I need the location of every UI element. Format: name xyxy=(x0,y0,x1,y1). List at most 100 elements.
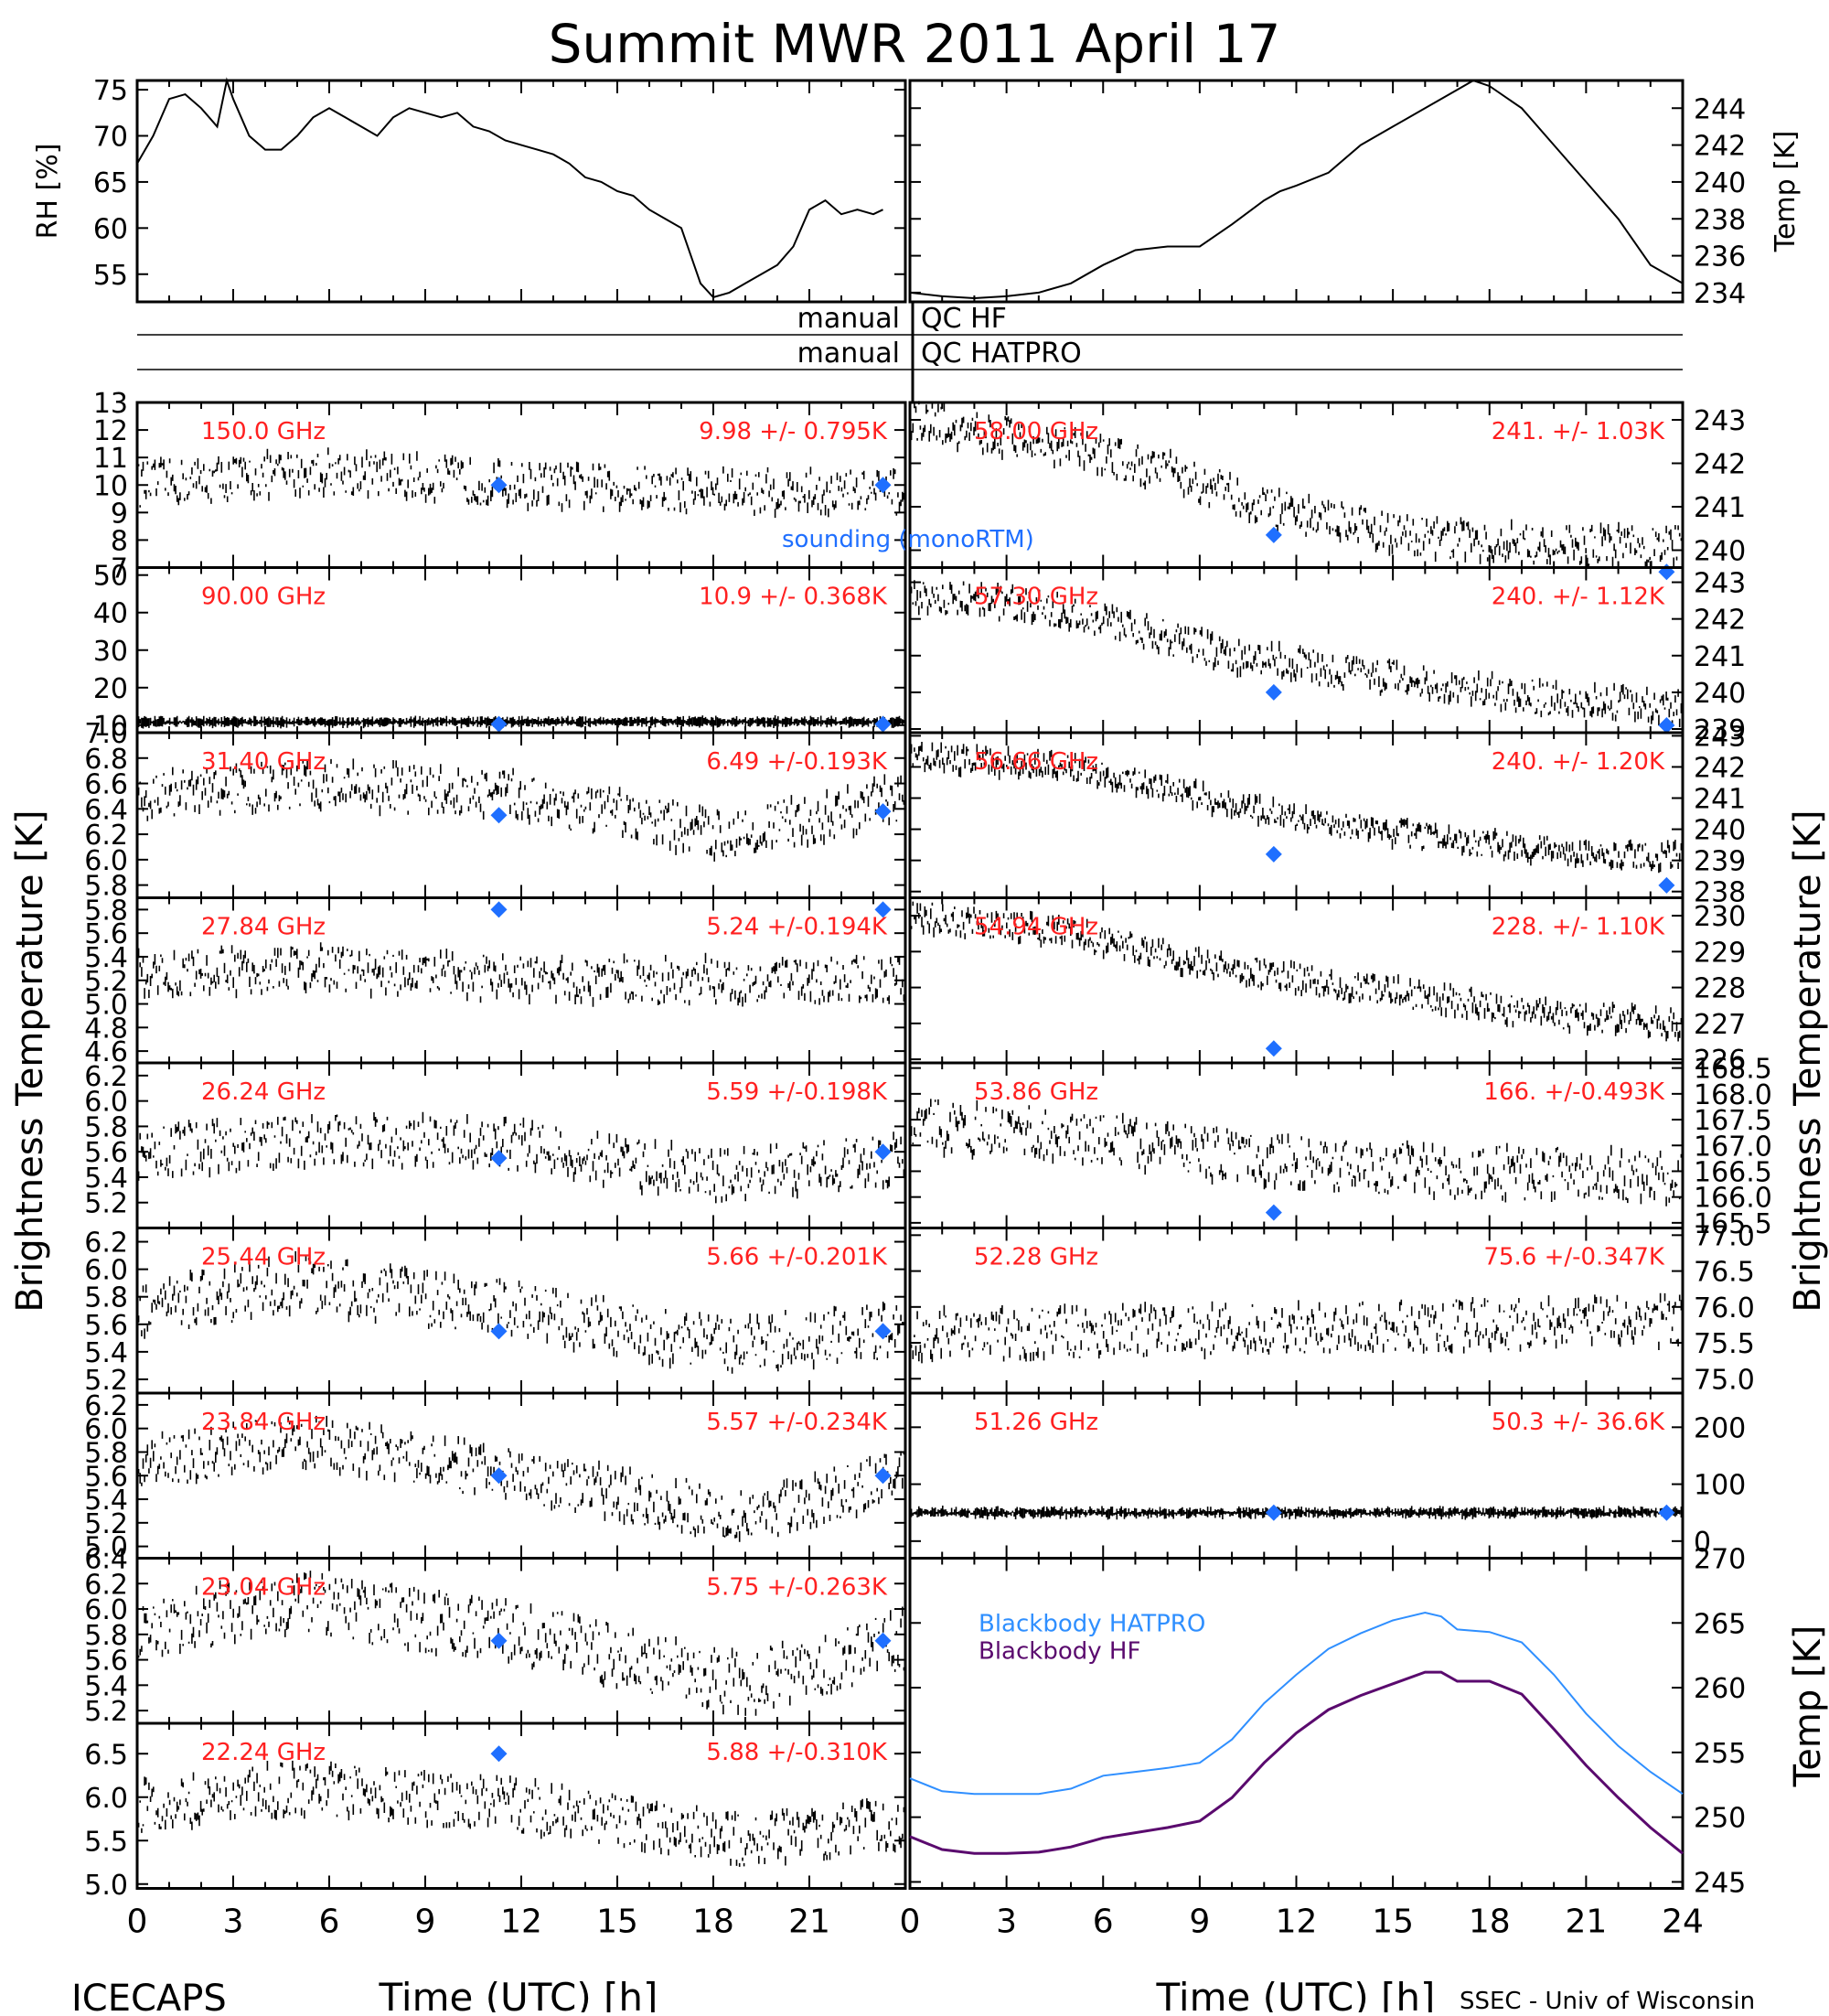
tb_2384-sounding-marker xyxy=(874,1467,892,1485)
tb_5800-sounding-marker xyxy=(1265,526,1282,543)
tb_2624-stat-label: 5.59 +/-0.198K xyxy=(706,1078,888,1106)
tb_2304-panel-ytick-label: 6.2 xyxy=(84,1569,128,1601)
tb_90-panel-ytick-label: 20 xyxy=(93,673,128,705)
tb_90-panel-ytick-label: 10 xyxy=(93,711,128,743)
tb_2224-frequency-label: 22.24 GHz xyxy=(201,1739,326,1766)
tb_5386-frequency-label: 53.86 GHz xyxy=(974,1078,1098,1106)
tb_3140-panel-ytick-label: 5.8 xyxy=(84,871,128,903)
tb_5482-panel-ytick-label: 226 xyxy=(1694,1045,1746,1077)
tb_2624-sounding-marker xyxy=(490,1150,508,1167)
tb_3140-panel-ytick-label: 6.2 xyxy=(84,820,128,852)
tb_5126-points xyxy=(909,1506,1684,1520)
tb_2624-panel-ytick-label: 5.4 xyxy=(84,1163,128,1195)
tb_2384-panel-ytick-label: 5.2 xyxy=(84,1508,128,1540)
x-tick-label-right: 12 xyxy=(1276,1903,1318,1941)
tb_5800-stat-label: 241. +/- 1.03K xyxy=(1492,418,1665,445)
tb_2384-panel-ytick-label: 5.4 xyxy=(84,1485,128,1517)
blackbody-panel-ytick-label: 255 xyxy=(1694,1738,1746,1770)
tb_2624-panel-ytick-label: 5.6 xyxy=(84,1137,128,1169)
tb_2624-panel-ytick-label: 6.2 xyxy=(84,1061,128,1093)
x-tick-label-left: 12 xyxy=(500,1903,542,1941)
chart-title: Summit MWR 2011 April 17 xyxy=(549,13,1281,75)
y-axis-label-left: Brightness Temperature [K] xyxy=(9,810,51,1312)
tb_5666-frequency-label: 56.66 GHz xyxy=(974,748,1098,776)
tb_150-panel-ytick-label: 9 xyxy=(111,498,128,530)
tb_5228-frequency-label: 52.28 GHz xyxy=(974,1244,1098,1271)
tb_2224-panel-ytick-label: 5.0 xyxy=(84,1870,128,1902)
rh-panel-ytick-label: 55 xyxy=(93,260,128,292)
temp-line xyxy=(909,79,1684,300)
tb_150-sounding-marker xyxy=(490,477,508,494)
x-tick-label-left: 18 xyxy=(692,1903,734,1941)
tb_5482-stat-label: 228. +/- 1.10K xyxy=(1492,914,1665,941)
tb_2624-trace xyxy=(136,1111,906,1204)
tb_5386-points xyxy=(909,1099,1684,1206)
temp-panel-ytick-label: 238 xyxy=(1694,204,1746,236)
tb_2784-panel-ytick-label: 5.4 xyxy=(84,942,128,974)
sounding-label: sounding (monoRTM) xyxy=(782,526,1034,553)
tb_3140-sounding-marker xyxy=(490,807,508,824)
tb_5730-trace xyxy=(909,580,1684,727)
tb_150-trace xyxy=(136,447,906,519)
tb_5386-sounding-marker xyxy=(1265,1204,1282,1221)
tb_90-frequency-label: 90.00 GHz xyxy=(201,584,326,611)
tb_5482-sounding-marker xyxy=(1265,1040,1282,1057)
tb_2624-sounding-marker xyxy=(874,1143,892,1161)
tb_2304-panel-ytick-label: 5.6 xyxy=(84,1646,128,1678)
tb_5126-panel-ytick-label: 0 xyxy=(1694,1527,1711,1559)
tb_150-points xyxy=(136,447,906,519)
tb_3140-panel-ytick-label: 7.0 xyxy=(84,718,128,750)
tb_150-panel-ytick-label: 11 xyxy=(93,443,128,475)
tb_2544-sounding-marker xyxy=(490,1323,508,1340)
tb_2384-trace xyxy=(136,1415,906,1542)
tb_2544-panel-ytick-label: 6.2 xyxy=(84,1228,128,1260)
blackbody-panel-ytick-label: 260 xyxy=(1694,1673,1746,1705)
tb_2784-points xyxy=(136,942,906,1007)
tb_5386-panel-ytick-label: 168.5 xyxy=(1694,1054,1772,1086)
tb_2624-frequency-label: 26.24 GHz xyxy=(201,1078,326,1106)
tb_2304-trace xyxy=(136,1571,906,1716)
tb_2304-panel-ytick-label: 5.2 xyxy=(84,1696,128,1728)
rh-panel-ytick-label: 60 xyxy=(93,213,128,245)
tb_150-frequency-label: 150.0 GHz xyxy=(201,418,326,445)
tb_2624-panel-ytick-label: 5.8 xyxy=(84,1111,128,1143)
tb_5386-trace xyxy=(909,1099,1684,1206)
x-tick-label-left: 15 xyxy=(596,1903,638,1941)
qc-row-label: QC HF xyxy=(921,303,1007,335)
tb_5482-points xyxy=(909,900,1684,1042)
tb_3140-panel-ytick-label: 6.6 xyxy=(84,769,128,801)
tb_3140-frequency-label: 31.40 GHz xyxy=(201,748,326,776)
x-tick-label-left: 6 xyxy=(319,1903,340,1941)
tb_5386-panel-ytick-label: 166.0 xyxy=(1694,1183,1772,1215)
tb_2304-panel-ytick-label: 5.8 xyxy=(84,1620,128,1652)
x-tick-label-right: 6 xyxy=(1093,1903,1114,1941)
tb_90-trace xyxy=(136,715,906,729)
tb_2304-panel-ytick-label: 5.4 xyxy=(84,1670,128,1702)
tb_2384-panel-ytick-label: 6.2 xyxy=(84,1390,128,1422)
tb_5800-panel-ytick-label: 241 xyxy=(1694,492,1746,524)
tb_5666-panel-ytick-label: 238 xyxy=(1694,877,1746,909)
tb_5482-trace xyxy=(909,900,1684,1042)
tb_5228-panel-ytick-label: 77.0 xyxy=(1694,1220,1755,1252)
tb_90-panel-ytick-label: 40 xyxy=(93,598,128,630)
x-tick-label-left: 21 xyxy=(788,1903,830,1941)
tb_90-panel-ytick-label: 50 xyxy=(93,561,128,593)
tb_2624-panel-ytick-label: 5.2 xyxy=(84,1188,128,1220)
temp-ylabel: Temp [K] xyxy=(1770,131,1802,253)
blackbody-panel-ytick-label: 250 xyxy=(1694,1803,1746,1835)
tb_2624-points xyxy=(136,1111,906,1204)
blackbody-legend-hatpro: Blackbody HATPRO xyxy=(979,1611,1205,1638)
tb_2784-panel-ytick-label: 5.8 xyxy=(84,895,128,927)
tb_5666-points xyxy=(909,742,1684,874)
tb_2544-sounding-marker xyxy=(874,1323,892,1340)
tb_5482-panel-ytick-label: 230 xyxy=(1694,901,1746,933)
x-tick-label-right: 18 xyxy=(1469,1903,1511,1941)
blackbody-panel-ytick-label: 270 xyxy=(1694,1544,1746,1576)
tb_5666-panel-ytick-label: 239 xyxy=(1694,846,1746,878)
tb_5666-panel-ytick-label: 243 xyxy=(1694,721,1746,753)
x-tick-label-right: 3 xyxy=(996,1903,1017,1941)
tb_3140-sounding-marker xyxy=(874,803,892,820)
tb_2784-stat-label: 5.24 +/-0.194K xyxy=(706,914,888,941)
x-tick-label-right: 9 xyxy=(1189,1903,1210,1941)
